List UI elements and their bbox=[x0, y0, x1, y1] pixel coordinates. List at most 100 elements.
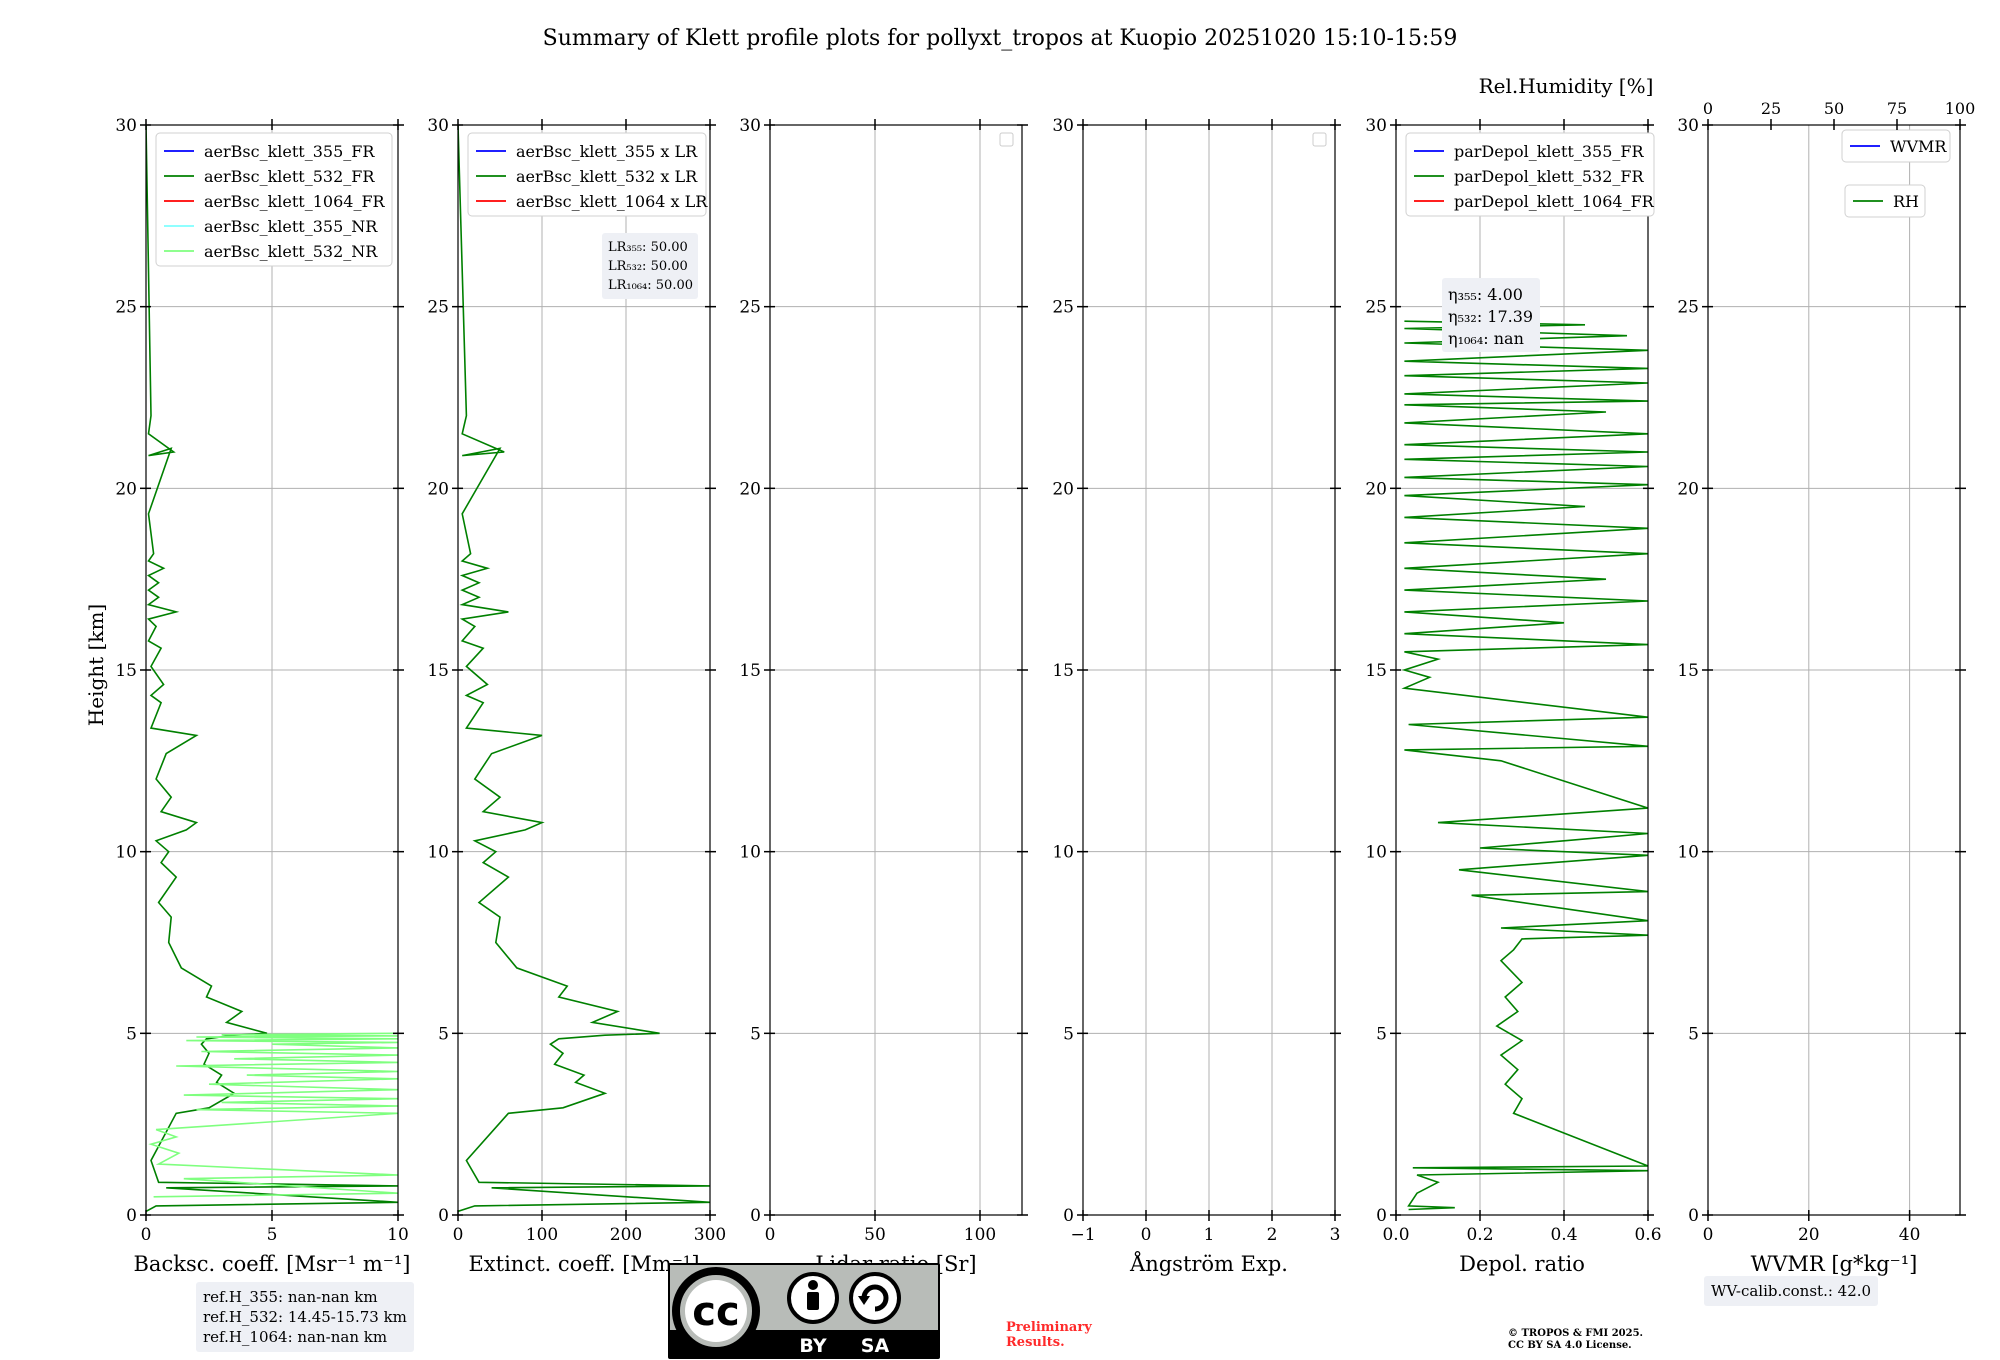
y-tick-label: 0 bbox=[750, 1206, 761, 1226]
series-aerbsc-klett-532-nr bbox=[148, 1032, 398, 1198]
x-tick-label: 200 bbox=[610, 1225, 642, 1245]
y-tick-label: 25 bbox=[1365, 298, 1387, 318]
x-tick-label: 5 bbox=[267, 1225, 278, 1245]
rh-axis-ticks: 0 25 50 75 100 bbox=[1703, 99, 1975, 130]
series-aerbsc-klett-532-x-lr bbox=[458, 125, 710, 1213]
y-tick-label: 5 bbox=[438, 1024, 449, 1044]
eta-info-line: η₃₅₅: 4.00 bbox=[1448, 285, 1523, 304]
preliminary-note: Preliminary Results. bbox=[1006, 1320, 1092, 1350]
y-tick-label: 20 bbox=[1677, 479, 1699, 499]
y-tick-label: 0 bbox=[1688, 1206, 1699, 1226]
sa-arrow-head bbox=[858, 1296, 870, 1305]
panel-depol: 0 5 10 15 20 25 30 0.0 0.2 0.4 0.6 Depol. ratio parD… bbox=[1365, 116, 1661, 1276]
panel-backscatter: 0 5 10 15 20 25 30 0 5 10 Backsc. coeff. [Msr⁻¹ m⁻… bbox=[115, 116, 410, 1276]
y-tick-label: 0 bbox=[1376, 1206, 1387, 1226]
y-tick-label: 5 bbox=[1688, 1024, 1699, 1044]
x-tick-label: 0 bbox=[765, 1225, 776, 1245]
x-axis-label: Ångström Exp. bbox=[1129, 1251, 1288, 1276]
cc-license-badge: cc BY SA bbox=[668, 1263, 940, 1359]
x-axis-label: Depol. ratio bbox=[1459, 1252, 1585, 1276]
y-tick-label: 20 bbox=[427, 479, 449, 499]
x-tick-label: 1 bbox=[1204, 1225, 1215, 1245]
y-tick-label: 20 bbox=[115, 479, 137, 499]
y-tick-label: 25 bbox=[739, 298, 761, 318]
legend-box bbox=[467, 132, 707, 217]
y-tick-label: 30 bbox=[739, 116, 761, 136]
y-tick-label: 30 bbox=[1677, 116, 1699, 136]
y-tick-label: 10 bbox=[1052, 843, 1074, 863]
lr-info-line: LR₁₀₆₄: 50.00 bbox=[608, 278, 693, 293]
by-person-head bbox=[808, 1280, 818, 1290]
x-tick-label: 20 bbox=[1798, 1225, 1820, 1245]
y-tick-label: 15 bbox=[1052, 661, 1074, 681]
rh-axis-label: Rel.Humidity [%] bbox=[1479, 74, 1654, 98]
x-tick-label: 0 bbox=[453, 1225, 464, 1245]
y-tick-label: 20 bbox=[739, 479, 761, 499]
legend-label-aerbsc-klett-1064-x-lr: aerBsc_klett_1064 x LR bbox=[516, 192, 708, 211]
y-tick-label: 0 bbox=[1063, 1206, 1074, 1226]
y-tick-label: 15 bbox=[115, 661, 137, 681]
x-tick-label: −1 bbox=[1070, 1225, 1095, 1245]
x-tick-label: 40 bbox=[1899, 1225, 1921, 1245]
y-tick-label: 30 bbox=[115, 116, 137, 136]
y-axis-label: Height [km] bbox=[84, 604, 108, 726]
x-tick-label: 10 bbox=[387, 1225, 409, 1245]
lr-info-line: LR₃₅₅: 50.00 bbox=[608, 240, 688, 255]
x-axis-label: Extinct. coeff. [Mm⁻¹] bbox=[468, 1252, 699, 1276]
legend-label-pardepol-klett-1064-fr: parDepol_klett_1064_FR bbox=[1454, 192, 1655, 211]
badge-sa-label: SA bbox=[861, 1335, 890, 1357]
legend-label-aerbsc-klett-355-fr: aerBsc_klett_355_FR bbox=[204, 142, 375, 161]
copyright-line-2: CC BY SA 4.0 License. bbox=[1508, 1340, 1632, 1351]
empty-legend-box bbox=[999, 132, 1014, 147]
legend-label-aerbsc-klett-1064-fr: aerBsc_klett_1064_FR bbox=[204, 192, 386, 211]
x-tick-label: 100 bbox=[964, 1225, 996, 1245]
y-tick-label: 15 bbox=[1677, 661, 1699, 681]
legend-box bbox=[1405, 132, 1655, 217]
series-aerbsc-klett-532-fr bbox=[146, 125, 398, 1213]
y-tick-label: 25 bbox=[115, 298, 137, 318]
x-tick-label: 0 bbox=[141, 1225, 152, 1245]
x-axis-label: Backsc. coeff. [Msr⁻¹ m⁻¹] bbox=[134, 1252, 411, 1276]
x-axis-label: WVMR [g*kg⁻¹] bbox=[1751, 1252, 1918, 1276]
x-tick-label: 0.6 bbox=[1634, 1225, 1661, 1245]
y-tick-label: 5 bbox=[1376, 1024, 1387, 1044]
y-tick-label: 25 bbox=[1677, 298, 1699, 318]
x-tick-label: 100 bbox=[526, 1225, 558, 1245]
legend-label-aerbsc-klett-532-fr: aerBsc_klett_532_FR bbox=[204, 167, 375, 186]
x-tick-label: 0 bbox=[1141, 1225, 1152, 1245]
legend-label-aerbsc-klett-532-nr: aerBsc_klett_532_NR bbox=[204, 242, 378, 261]
y-tick-label: 20 bbox=[1052, 479, 1074, 499]
figure-title: Summary of Klett profile plots for polly… bbox=[543, 26, 1458, 51]
legend-label-pardepol-klett-532-fr: parDepol_klett_532_FR bbox=[1454, 167, 1645, 186]
y-tick-label: 15 bbox=[1365, 661, 1387, 681]
y-tick-label: 15 bbox=[427, 661, 449, 681]
preliminary-line-2: Results. bbox=[1006, 1335, 1065, 1350]
ref-height-532: ref.H_532: 14.45-15.73 km bbox=[203, 1308, 407, 1326]
y-tick-label: 5 bbox=[750, 1024, 761, 1044]
sa-icon bbox=[849, 1272, 901, 1324]
lr-info-box bbox=[602, 233, 698, 299]
y-tick-label: 10 bbox=[427, 843, 449, 863]
eta-info-line: η₅₃₂: 17.39 bbox=[1448, 307, 1533, 326]
lr-info-line: LR₅₃₂: 50.00 bbox=[608, 259, 688, 274]
x-tick-label: 0.2 bbox=[1466, 1225, 1493, 1245]
panel-wvmr: 0 5 10 15 20 25 30 0 20 40 WVMR [g*kg⁻¹] WVMR RH bbox=[1677, 116, 1966, 1276]
y-tick-label: 10 bbox=[739, 843, 761, 863]
y-tick-label: 30 bbox=[1365, 116, 1387, 136]
panel-lidar-ratio: 051015202530050100Lidar ratio [Sr] bbox=[739, 116, 1028, 1276]
legend-label-aerbsc-klett-532-x-lr: aerBsc_klett_532 x LR bbox=[516, 167, 698, 186]
x-tick-label: 50 bbox=[864, 1225, 886, 1245]
rh-tick-label: 100 bbox=[1945, 99, 1976, 118]
x-tick-label: 2 bbox=[1267, 1225, 1278, 1245]
y-tick-label: 25 bbox=[1052, 298, 1074, 318]
empty-legend-box bbox=[1312, 132, 1327, 147]
y-tick-label: 10 bbox=[1677, 843, 1699, 863]
rh-tick-label: 0 bbox=[1703, 99, 1713, 118]
y-tick-label: 30 bbox=[1052, 116, 1074, 136]
y-tick-label: 30 bbox=[427, 116, 449, 136]
legend-label-aerbsc-klett-355-nr: aerBsc_klett_355_NR bbox=[204, 217, 378, 236]
y-tick-label: 15 bbox=[739, 661, 761, 681]
ref-height-355: ref.H_355: nan-nan km bbox=[203, 1288, 378, 1306]
